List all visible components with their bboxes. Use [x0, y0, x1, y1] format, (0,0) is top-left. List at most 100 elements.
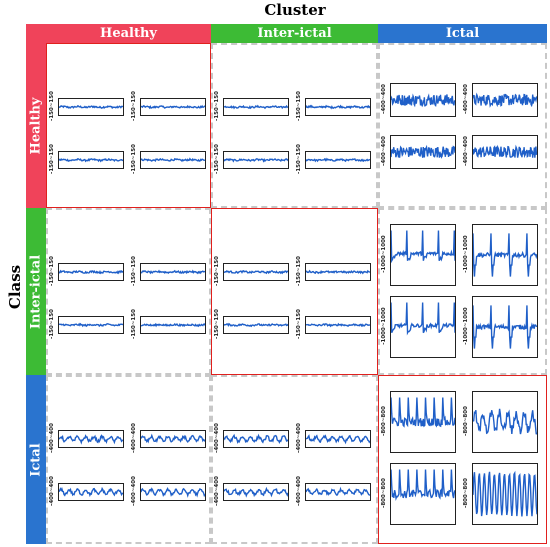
eeg-signal-plot — [58, 316, 124, 334]
y-range-label: -400~400 — [131, 476, 137, 506]
eeg-signal-plot — [390, 296, 456, 358]
eeg-signal-plot — [140, 151, 206, 169]
y-range-label: -800~800 — [381, 406, 387, 436]
eeg-signal-trace — [473, 305, 537, 348]
eeg-signal-svg — [391, 464, 455, 524]
cell-inter-ictal-as-inter-ictal — [211, 208, 378, 375]
eeg-signal-trace — [391, 94, 455, 105]
eeg-signal-plot — [305, 98, 371, 116]
eeg-signal-svg — [473, 84, 537, 116]
eeg-signal-plot — [390, 463, 456, 525]
eeg-signal-trace — [391, 303, 455, 333]
eeg-signal-trace — [473, 147, 537, 158]
eeg-signal-svg — [473, 136, 537, 168]
eeg-signal-svg — [141, 431, 205, 447]
eeg-signal-plot — [58, 430, 124, 448]
eeg-signal-trace — [141, 271, 205, 273]
eeg-signal-plot — [223, 483, 289, 501]
eeg-signal-trace — [306, 324, 370, 326]
row-header-inter-ictal-label: Inter-ictal — [28, 254, 44, 329]
eeg-signal-plot — [472, 224, 538, 286]
eeg-signal-trace — [141, 436, 205, 442]
eeg-signal-svg — [141, 99, 205, 115]
eeg-signal-svg — [59, 431, 123, 447]
y-range-label: -400~400 — [131, 423, 137, 453]
eeg-signal-svg — [306, 317, 370, 333]
eeg-signal-svg — [224, 431, 288, 447]
eeg-signal-plot — [223, 430, 289, 448]
eeg-signal-plot — [472, 83, 538, 117]
eeg-signal-svg — [59, 99, 123, 115]
eeg-signal-trace — [306, 106, 370, 108]
y-range-label: -150~150 — [214, 309, 220, 339]
eeg-signal-svg — [391, 136, 455, 168]
eeg-signal-trace — [224, 159, 288, 161]
eeg-signal-svg — [224, 99, 288, 115]
eeg-signal-plot — [58, 483, 124, 501]
eeg-signal-svg — [391, 84, 455, 116]
y-range-label: -400~400 — [214, 476, 220, 506]
eeg-signal-svg — [224, 152, 288, 168]
y-range-label: -150~150 — [296, 309, 302, 339]
eeg-signal-svg — [141, 484, 205, 500]
eeg-signal-svg — [59, 152, 123, 168]
eeg-signal-trace — [391, 470, 455, 499]
y-range-label: -1000~1000 — [463, 235, 469, 273]
eeg-signal-trace — [59, 271, 123, 273]
y-range-label: -150~150 — [214, 91, 220, 121]
eeg-signal-plot — [305, 151, 371, 169]
y-range-label: -150~150 — [131, 144, 137, 174]
y-range-label: -150~150 — [296, 144, 302, 174]
eeg-signal-trace — [224, 435, 288, 442]
eeg-signal-trace — [391, 147, 455, 158]
column-header-ictal: Ictal — [378, 24, 547, 43]
y-range-label: -400~400 — [463, 136, 469, 166]
y-range-label: -150~150 — [131, 256, 137, 286]
y-range-label: -400~400 — [49, 476, 55, 506]
y-range-label: -150~150 — [296, 91, 302, 121]
eeg-signal-trace — [391, 231, 455, 261]
eeg-signal-trace — [59, 324, 123, 326]
eeg-signal-plot — [58, 151, 124, 169]
eeg-signal-svg — [224, 317, 288, 333]
cell-healthy-as-ictal — [378, 43, 547, 208]
eeg-signal-trace — [391, 398, 455, 427]
eeg-signal-plot — [140, 98, 206, 116]
eeg-signal-svg — [306, 264, 370, 280]
eeg-signal-trace — [141, 159, 205, 161]
eeg-signal-plot — [223, 263, 289, 281]
eeg-signal-trace — [224, 324, 288, 326]
cluster-axis-title: Cluster — [264, 1, 326, 19]
eeg-signal-svg — [224, 484, 288, 500]
eeg-signal-plot — [390, 224, 456, 286]
cell-ictal-as-healthy — [46, 375, 211, 544]
eeg-signal-svg — [306, 484, 370, 500]
eeg-signal-svg — [473, 464, 537, 524]
eeg-signal-svg — [306, 431, 370, 447]
eeg-signal-trace — [306, 436, 370, 443]
eeg-signal-trace — [473, 94, 537, 105]
eeg-signal-trace — [473, 233, 537, 276]
eeg-signal-svg — [306, 152, 370, 168]
eeg-signal-svg — [141, 264, 205, 280]
eeg-signal-plot — [305, 483, 371, 501]
y-range-label: -150~150 — [296, 256, 302, 286]
cell-healthy-as-inter-ictal — [211, 43, 378, 208]
column-header-inter-ictal: Inter-ictal — [211, 24, 378, 43]
eeg-signal-plot — [223, 98, 289, 116]
eeg-signal-plot — [390, 391, 456, 453]
eeg-signal-plot — [140, 263, 206, 281]
row-header-healthy-label: Healthy — [28, 97, 44, 154]
y-range-label: -150~150 — [49, 144, 55, 174]
y-range-label: -150~150 — [214, 256, 220, 286]
y-range-label: -400~400 — [381, 136, 387, 166]
eeg-signal-trace — [141, 106, 205, 108]
eeg-signal-trace — [141, 324, 205, 326]
eeg-signal-trace — [141, 489, 205, 496]
cell-inter-ictal-as-ictal — [378, 208, 547, 375]
eeg-signal-svg — [391, 297, 455, 357]
eeg-signal-trace — [473, 409, 537, 434]
y-range-label: -150~150 — [131, 91, 137, 121]
y-range-label: -800~800 — [463, 406, 469, 436]
eeg-signal-plot — [305, 430, 371, 448]
